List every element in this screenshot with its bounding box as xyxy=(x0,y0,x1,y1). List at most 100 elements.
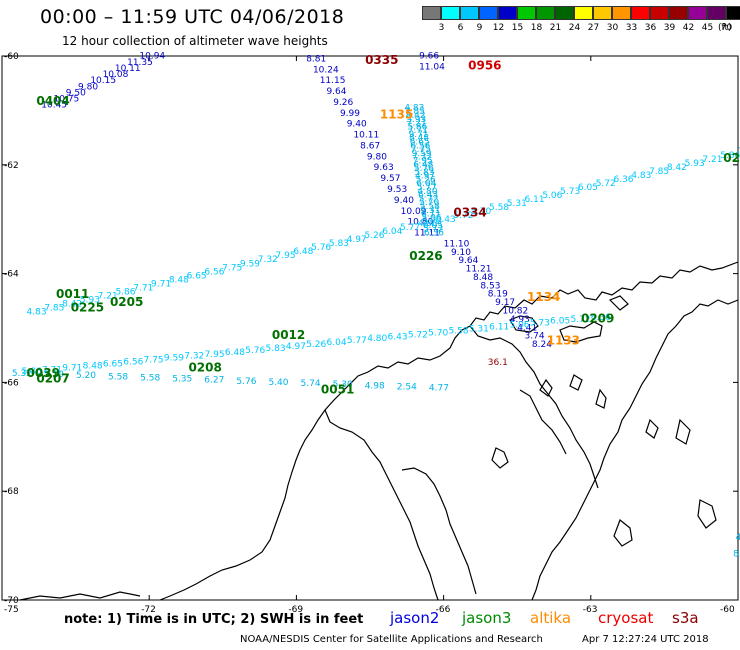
lat-axis-label: -62 xyxy=(4,161,19,171)
pass-time-label: 0012 xyxy=(272,328,305,342)
wave-height-value: 11.04 xyxy=(419,63,445,73)
swath-value: 5.83 xyxy=(329,239,349,249)
legend-tick-label: 6 xyxy=(457,23,464,33)
lat-axis-label: -68 xyxy=(4,487,19,497)
legend-tick-label: 27 xyxy=(587,23,600,33)
swath-track: 5.86 7.71 9.71 8.48 6.65 6.56 7.75 9.59 7.32 7.95… xyxy=(22,313,611,377)
coastline-segment xyxy=(595,388,607,409)
swath-value: 5.70 xyxy=(471,207,491,217)
wave-height-observations: 10.4510.759.509.8010.1510.0810.1111.3510… xyxy=(12,52,740,560)
swath-value: 7.85 xyxy=(649,167,669,177)
legend-tick-label: 36 xyxy=(644,23,657,33)
pass-time-label: 1133 xyxy=(547,333,580,347)
wave-height-value: 8.81 xyxy=(306,54,326,64)
legend-swatch xyxy=(707,6,726,20)
legend-tick-label: 9 xyxy=(476,23,483,33)
swath-value: 7.71 xyxy=(738,147,740,157)
swath-value: 6.04 xyxy=(382,227,402,237)
legend-swatch xyxy=(517,6,536,20)
coastline-segment xyxy=(324,409,439,601)
swath-value: 5.86 xyxy=(22,367,42,377)
wave-height-value: 6.65 xyxy=(410,138,430,148)
swath-value: 5.72 xyxy=(570,315,590,325)
swath-value: 7.85 xyxy=(44,303,64,313)
wave-height-value: 9.17 xyxy=(495,298,515,308)
legend-tick-label: 45 xyxy=(701,23,714,33)
wave-height-value: 8.48 xyxy=(473,273,493,283)
footer-note: note: 1) Time is in UTC; 2) SWH is in fe… xyxy=(64,612,364,627)
wave-height-value: 6.48 xyxy=(413,160,433,170)
wave-height-value: 5.83 xyxy=(414,168,434,178)
wave-height-value: 7.32 xyxy=(412,153,432,163)
map-axis-labels: -60 -62 -64 -66 -68 -70-75 -72 -69 -66 -63 -60 xyxy=(4,52,735,615)
lat-axis-label: -64 xyxy=(4,270,19,280)
wave-height-value: 5.26 xyxy=(416,175,436,185)
lat-axis-label: -70 xyxy=(4,596,19,606)
wave-height-value: 6.36 xyxy=(424,229,444,239)
pass-time-label: 1135 xyxy=(380,108,413,122)
swath-value: 5.06 xyxy=(509,321,529,331)
wave-height-value: 4.93 xyxy=(510,315,530,325)
coastline-segment xyxy=(519,389,567,455)
swath-value: 8.42 xyxy=(667,163,687,173)
coastline-segment xyxy=(509,315,539,333)
coastline-segment xyxy=(675,418,691,445)
swath-value: 9.71 xyxy=(151,279,171,289)
swath-value: 6.65 xyxy=(103,359,123,369)
wave-height-value: 5.77 xyxy=(417,183,437,193)
wave-height-value: 9.80 xyxy=(367,152,387,162)
legend-swatch xyxy=(479,6,498,20)
legend-tick-label: 21 xyxy=(549,23,562,33)
wave-height-value: 9.64 xyxy=(326,87,346,97)
swath-value: 6.43 xyxy=(436,215,456,225)
wave-height-value: 10.82 xyxy=(502,306,528,316)
coastline-segment xyxy=(19,591,141,601)
swath-value: 5.76 xyxy=(311,243,331,253)
pass-time-label: 0205 xyxy=(110,295,143,309)
swath-value: 5.86 xyxy=(115,287,135,297)
swath-value: 5.58 xyxy=(449,326,469,336)
wave-height-value: 8.67 xyxy=(360,141,380,151)
swath-value: 6.11 xyxy=(525,195,545,205)
wave-height-value: 10.09 xyxy=(401,207,427,217)
map-subtitle: 12 hour collection of altimeter wave hei… xyxy=(62,34,328,48)
legend-swatch xyxy=(441,6,460,20)
swath-value: 9.59 xyxy=(164,354,184,364)
wave-height-value: 9.63 xyxy=(374,163,394,173)
coastline-segment xyxy=(559,321,603,343)
swath-value: 4.83 xyxy=(631,171,651,181)
wave-height-value: 9.80 xyxy=(78,82,98,92)
swath-value: 4.80 xyxy=(418,219,438,229)
legend-tick-label: 39 xyxy=(663,23,676,33)
wave-height-value: 11.15 xyxy=(320,76,346,86)
legend-swatch xyxy=(536,6,555,20)
wave-height-value: 10.24 xyxy=(313,65,339,75)
swath-value: 6.11 xyxy=(489,323,509,333)
swath-value: 6.43 xyxy=(388,332,408,342)
legend-swatch xyxy=(422,6,441,20)
swath-value: 6.05 xyxy=(550,317,570,327)
wave-height-value: 4.77 xyxy=(429,384,449,394)
wave-height-value: 5.70 xyxy=(419,198,439,208)
wave-height-value: 36.1 xyxy=(488,358,508,368)
wave-height-value: 9.10 xyxy=(451,248,471,258)
wave-height-value: 8.19 xyxy=(488,290,508,300)
swath-value: 7.32 xyxy=(184,352,204,362)
swath-value: 5.73 xyxy=(530,319,550,329)
lon-axis-label: -75 xyxy=(4,605,19,615)
swath-value: 5.72 xyxy=(408,330,428,340)
pass-time-label: 0956 xyxy=(468,59,501,73)
coastline-segment xyxy=(159,261,739,601)
legend-swatch xyxy=(593,6,612,20)
swath-value: 7.71 xyxy=(133,283,153,293)
lat-axis-label: -66 xyxy=(4,378,19,388)
wave-height-value: 4 xyxy=(736,533,740,543)
wave-height-value: 7.85 xyxy=(405,107,425,117)
coastline-segment xyxy=(697,499,717,529)
swath-value: 7.95 xyxy=(205,350,225,360)
wave-height-value: 7.21 xyxy=(407,119,427,129)
wave-height-value: 5.30 xyxy=(333,380,353,390)
wave-height-value: 9.57 xyxy=(380,174,400,184)
wave-height-value: 10.15 xyxy=(90,76,116,86)
